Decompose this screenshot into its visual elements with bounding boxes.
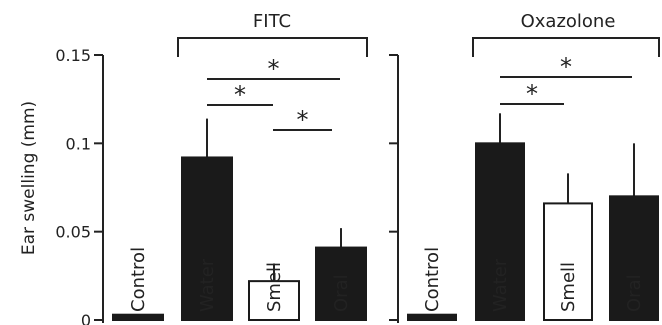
significance-bracket: [177, 37, 368, 57]
bar-label-water: Water: [490, 258, 511, 312]
bar-control: [112, 313, 164, 322]
bar-smell: [543, 202, 593, 321]
y-tick-label: 0.1: [66, 134, 91, 153]
bar-oral: [315, 246, 367, 321]
bar-label-water: Water: [197, 258, 218, 312]
panel-title: Oxazolone: [521, 11, 616, 32]
bar-water: [475, 142, 525, 321]
bar-label-control: Control: [128, 247, 149, 312]
bar-oral: [609, 195, 659, 321]
bar-label-oral: Oral: [331, 274, 352, 312]
significance-star: *: [268, 55, 280, 83]
bar-label-smell: Smell: [558, 262, 579, 312]
y-tick-label: 0.05: [55, 223, 91, 242]
significance-star: *: [297, 106, 309, 134]
panel-title: FITC: [253, 11, 291, 32]
bar-label-smell: Smell: [264, 262, 285, 312]
panel-2: Oxazolone Control Water Smell Oral * *: [389, 11, 660, 323]
panel-1: FITC 0 0.05 0.1 0.15 Control Water Smell Oral * * *: [55, 11, 368, 325]
bar-control: [407, 313, 457, 322]
bar-water: [181, 156, 233, 321]
bar-label-oral: Oral: [624, 274, 645, 312]
y-tick-label: 0.15: [55, 46, 91, 65]
bar-label-control: Control: [422, 247, 443, 312]
significance-star: *: [526, 80, 538, 108]
significance-star: *: [234, 81, 246, 109]
significance-star: *: [560, 53, 572, 81]
significance-bracket: [472, 37, 660, 57]
bar-smell: [248, 280, 300, 321]
y-tick-label: 0: [81, 311, 91, 325]
chart-panels: FITC 0 0.05 0.1 0.15 Control Water Smell Oral * * *…: [55, 11, 660, 325]
y-axis-label: Ear swelling (mm): [19, 101, 39, 255]
